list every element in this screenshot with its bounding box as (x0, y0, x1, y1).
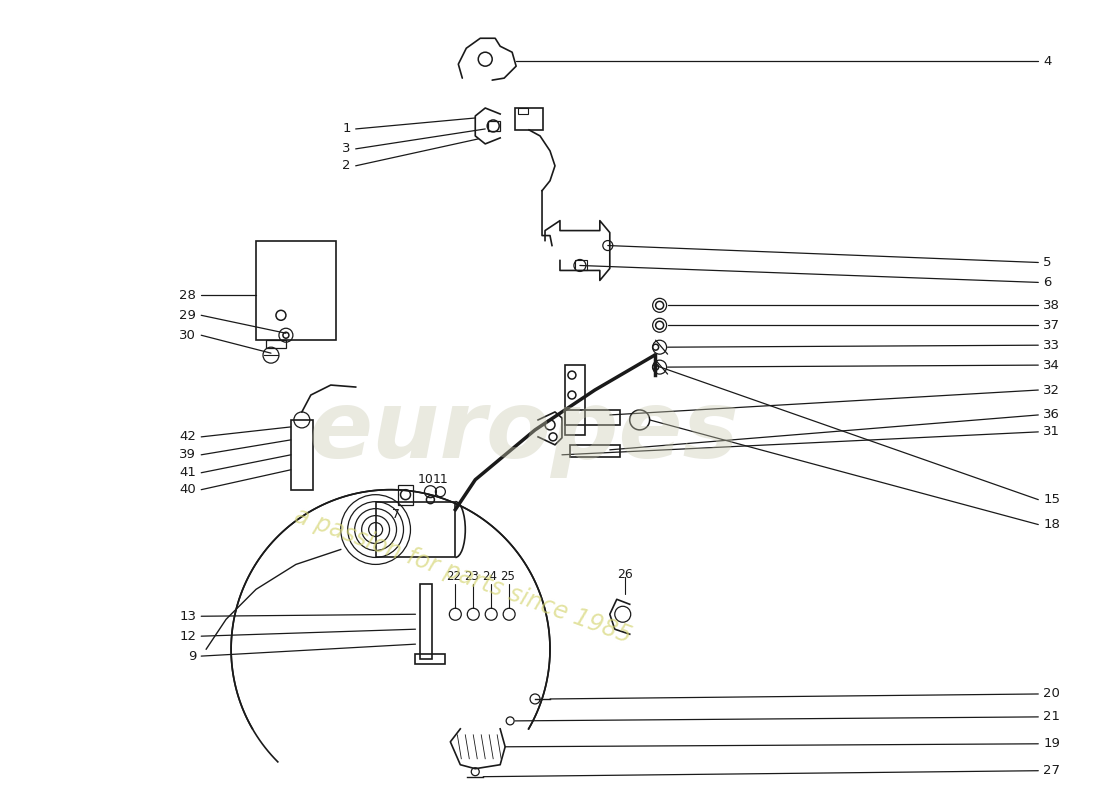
Bar (375, 502, 455, 558)
Text: 2: 2 (342, 159, 351, 172)
Text: 27: 27 (1043, 764, 1060, 778)
Text: 34: 34 (1043, 358, 1060, 372)
Text: 36: 36 (1043, 409, 1060, 422)
Text: 19: 19 (1043, 738, 1060, 750)
Text: 39: 39 (179, 448, 196, 462)
Text: a passion for parts since 1985: a passion for parts since 1985 (290, 503, 634, 648)
Text: 20: 20 (1043, 687, 1060, 701)
Bar (256, 241, 336, 340)
Text: 1: 1 (342, 122, 351, 135)
Text: 23: 23 (464, 570, 478, 583)
Bar (416, 654, 446, 664)
Text: 11: 11 (432, 474, 449, 486)
Text: 9: 9 (188, 650, 196, 662)
Bar (397, 485, 414, 505)
Bar (290, 420, 312, 490)
Text: 22: 22 (446, 570, 461, 583)
Text: 28: 28 (179, 289, 196, 302)
Text: 31: 31 (1043, 426, 1060, 438)
Text: 38: 38 (1043, 299, 1060, 312)
Text: 4: 4 (1043, 54, 1052, 68)
Text: 41: 41 (179, 466, 196, 479)
Text: 30: 30 (179, 329, 196, 342)
Text: 24: 24 (482, 570, 497, 583)
Bar (565, 365, 585, 435)
Text: europes: europes (309, 386, 739, 478)
Text: 40: 40 (179, 483, 196, 496)
Text: 7: 7 (392, 508, 399, 521)
Text: 32: 32 (1043, 383, 1060, 397)
Text: 21: 21 (1043, 710, 1060, 723)
Text: 25: 25 (499, 570, 515, 583)
Text: 13: 13 (179, 610, 196, 622)
Text: 42: 42 (179, 430, 196, 443)
Bar (266, 340, 286, 348)
Text: 18: 18 (1043, 518, 1060, 531)
Bar (488, 121, 501, 131)
Bar (575, 261, 587, 270)
Text: 10: 10 (418, 474, 433, 486)
Bar (570, 445, 619, 457)
Bar (420, 584, 432, 659)
Text: 29: 29 (179, 309, 196, 322)
Text: 15: 15 (1043, 493, 1060, 506)
Text: 37: 37 (1043, 318, 1060, 332)
Bar (518, 108, 528, 114)
Text: 26: 26 (617, 568, 632, 581)
Bar (565, 410, 619, 425)
Text: 3: 3 (342, 142, 351, 155)
Text: 12: 12 (179, 630, 196, 642)
Bar (515, 108, 543, 130)
Text: 5: 5 (1043, 256, 1052, 269)
Text: 33: 33 (1043, 338, 1060, 352)
Text: 6: 6 (1043, 276, 1052, 289)
